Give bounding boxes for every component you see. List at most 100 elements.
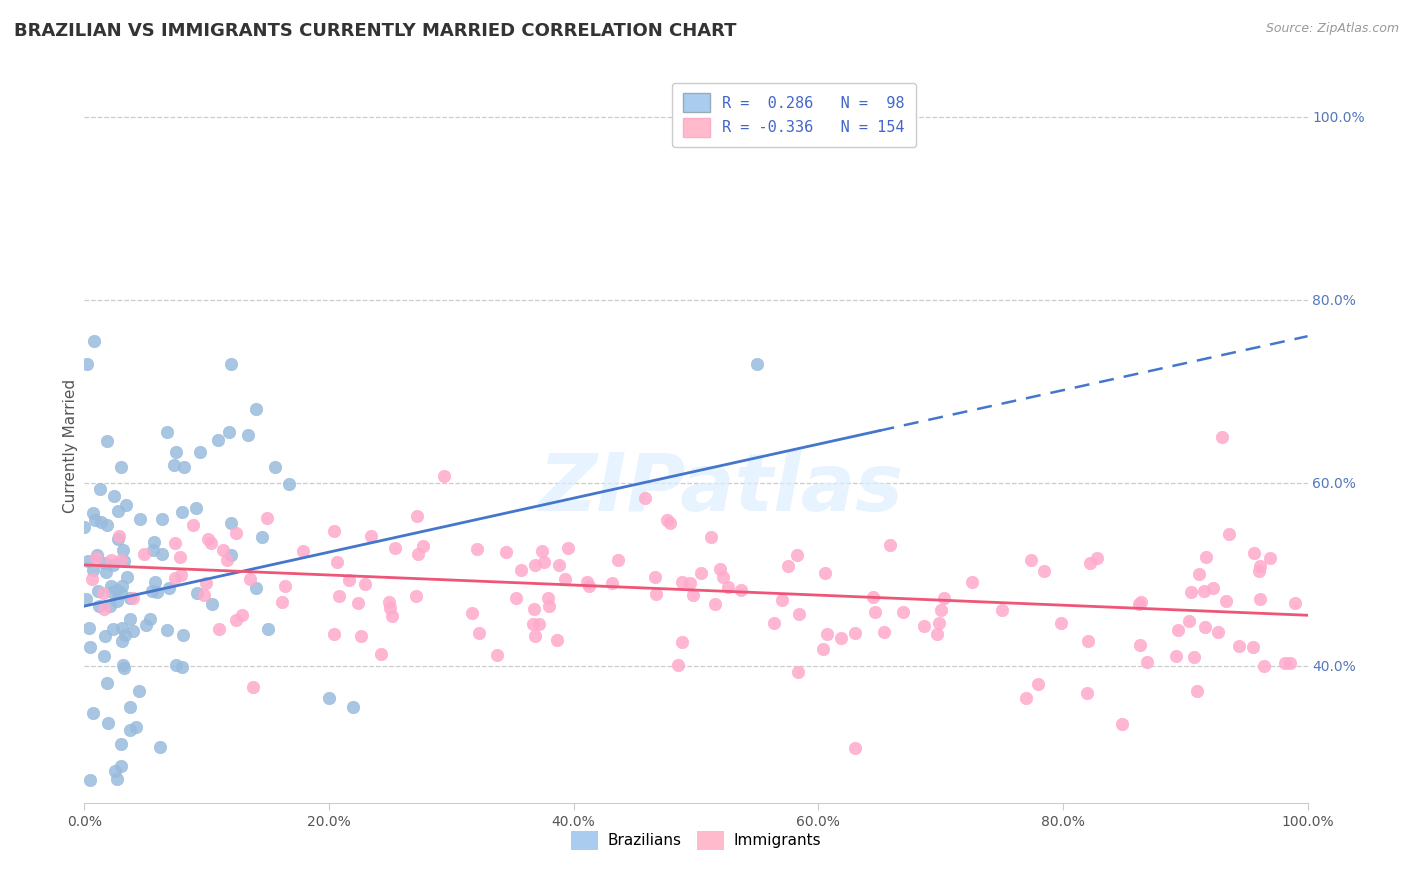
Point (406, 547, 429, 561)
Point (165, 571, 187, 585)
Point (194, 575, 217, 590)
Point (370, 647, 392, 661)
Point (231, 608, 253, 623)
Point (242, 680, 264, 694)
Point (101, 585, 124, 599)
Point (93, 556, 115, 570)
Point (557, 541, 579, 555)
Point (1111, 717, 1133, 731)
Point (169, 549, 191, 564)
Point (82, 706, 104, 720)
Point (142, 542, 165, 557)
Point (211, 543, 233, 558)
Point (350, 629, 373, 643)
Point (142, 535, 165, 549)
Point (93, 649, 115, 664)
Point (522, 617, 544, 632)
Point (1187, 566, 1209, 581)
Point (813, 566, 835, 581)
Point (141, 583, 163, 598)
Point (263, 460, 285, 475)
Point (250, 530, 273, 544)
Point (156, 623, 179, 637)
Point (105, 594, 128, 608)
Point (682, 588, 704, 602)
Point (486, 648, 509, 662)
Point (1167, 624, 1189, 638)
Point (787, 665, 810, 679)
Point (730, 583, 752, 598)
Point (1078, 556, 1101, 570)
Point (548, 558, 571, 572)
Point (360, 529, 382, 543)
Point (170, 567, 193, 582)
Point (1182, 649, 1205, 664)
Point (412, 539, 434, 553)
Point (339, 574, 361, 588)
Point (1284, 595, 1306, 609)
Point (110, 586, 132, 600)
Point (201, 597, 224, 611)
Point (554, 572, 576, 586)
Point (98, 599, 121, 613)
Point (256, 511, 278, 525)
Point (644, 570, 666, 584)
Point (381, 609, 404, 624)
Point (700, 530, 723, 544)
Point (100, 552, 122, 566)
Point (1028, 677, 1050, 691)
Point (94, 630, 117, 644)
Point (1050, 615, 1073, 630)
Point (844, 740, 866, 755)
Point (323, 627, 346, 641)
Point (217, 553, 239, 567)
Point (193, 588, 215, 602)
Point (96, 518, 118, 533)
Point (1194, 620, 1216, 634)
Point (114, 628, 136, 642)
Point (93, 601, 115, 615)
Point (1195, 549, 1218, 564)
Point (1185, 683, 1208, 698)
Point (245, 581, 267, 595)
Point (377, 595, 399, 609)
Point (219, 357, 242, 371)
Point (186, 586, 208, 600)
Point (709, 561, 731, 575)
Point (118, 700, 141, 714)
Text: Source: ZipAtlas.com: Source: ZipAtlas.com (1265, 22, 1399, 36)
Point (811, 641, 834, 656)
Point (135, 617, 157, 632)
Point (524, 558, 547, 573)
Point (1085, 550, 1108, 565)
Point (149, 740, 172, 755)
Point (1015, 690, 1038, 705)
Point (433, 469, 456, 483)
Point (405, 589, 427, 603)
Point (1218, 526, 1240, 541)
Point (112, 554, 135, 568)
Point (132, 548, 155, 562)
Point (537, 591, 560, 605)
Point (84, 513, 107, 527)
Point (406, 508, 429, 523)
Point (96, 565, 118, 579)
Point (82, 564, 104, 578)
Point (607, 553, 630, 567)
Point (1136, 655, 1159, 669)
Point (666, 658, 689, 673)
Point (122, 624, 145, 639)
Legend: Brazilians, Immigrants: Brazilians, Immigrants (565, 825, 827, 855)
Point (163, 458, 186, 472)
Point (170, 505, 193, 519)
Point (384, 541, 406, 555)
Point (929, 603, 952, 617)
Point (146, 585, 169, 599)
Point (221, 516, 243, 530)
Point (89, 482, 111, 496)
Point (150, 512, 173, 526)
Point (110, 459, 132, 474)
Point (236, 427, 259, 442)
Point (118, 612, 141, 626)
Point (166, 658, 188, 673)
